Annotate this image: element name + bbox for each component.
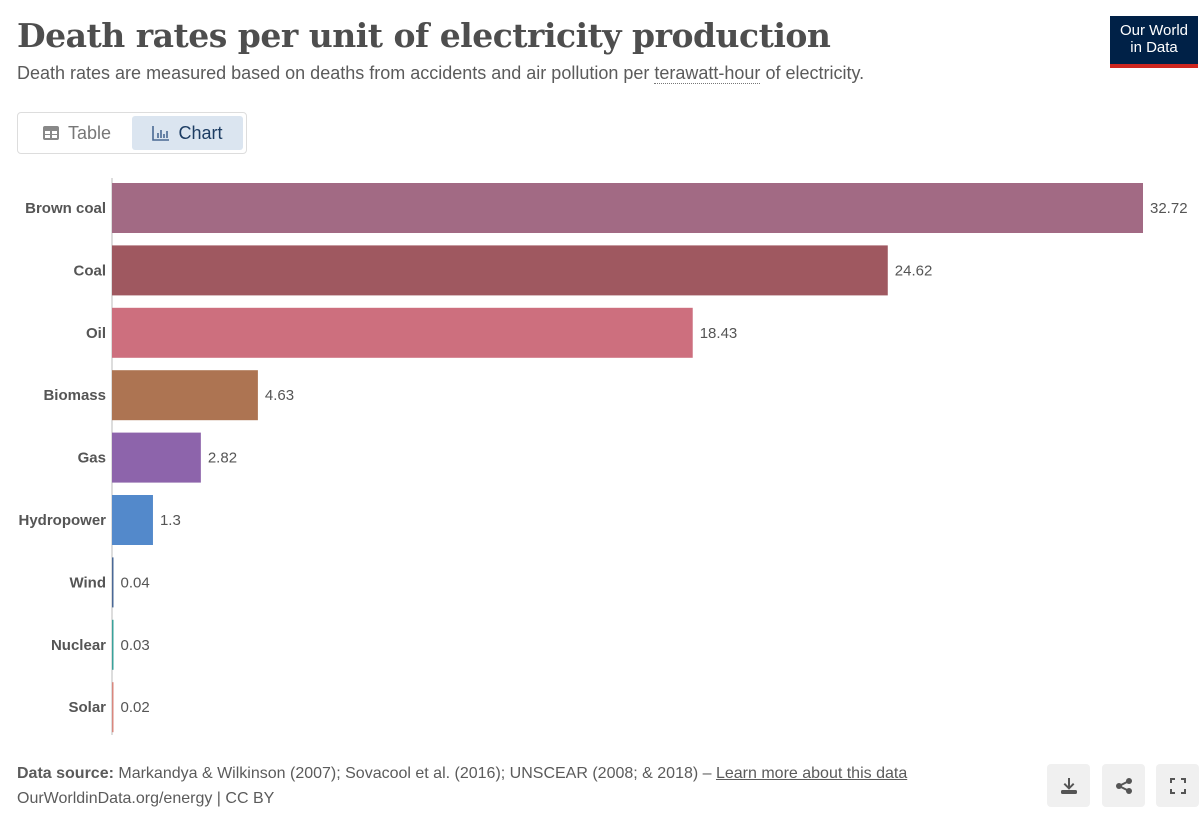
owid-logo[interactable]: Our World in Data [1110,16,1198,68]
value-label: 32.72 [1150,200,1188,217]
bar-wind [112,557,114,608]
fullscreen-button[interactable] [1156,764,1199,807]
value-label: 18.43 [700,325,738,342]
category-label: Brown coal [25,200,106,217]
bar-biomass [112,370,258,421]
bar-nuclear [112,619,114,670]
download-icon [1060,777,1077,794]
category-label: Biomass [43,387,106,404]
value-label: 24.62 [895,262,933,279]
category-label: Gas [78,450,106,467]
bar-chart: Brown coal 32.72 Coal 24.62 Oil 18.43 Biomass 4… [18,178,1188,735]
value-label: 1.3 [160,512,181,529]
tab-table[interactable]: Table [21,116,132,150]
bar-brown-coal [112,183,1143,233]
bar-gas [112,432,201,483]
chart-icon [152,126,170,141]
credit-link[interactable]: OurWorldinData.org/energy | CC BY [17,790,275,807]
source-label: Data source: [17,765,114,782]
chart-subtitle: Death rates are measured based on deaths… [17,63,864,84]
terawatt-hour-link[interactable]: terawatt-hour [654,63,761,84]
share-icon [1115,777,1132,794]
category-label: Nuclear [51,637,106,654]
category-label: Hydropower [18,512,106,529]
value-label: 2.82 [208,450,237,467]
tab-chart-label: Chart [178,122,223,143]
footer: Data source: Markandya & Wilkinson (2007… [17,761,907,811]
tab-table-label: Table [67,122,112,143]
bar-hydropower [112,495,153,545]
value-label: 0.04 [121,574,150,591]
value-label: 0.03 [121,637,150,654]
category-label: Oil [86,325,106,342]
bar-solar [112,682,114,733]
fullscreen-icon [1169,777,1186,794]
chart-title: Death rates per unit of electricity prod… [17,16,831,55]
view-tabs: Table Chart [17,112,247,154]
learn-more-link[interactable]: Learn more about this data [715,765,908,782]
tab-chart[interactable]: Chart [132,116,243,150]
subtitle-text: Death rates are measured based on deaths… [17,63,655,83]
value-label: 0.02 [121,699,150,716]
category-label: Coal [73,262,106,279]
bar-oil [112,307,693,358]
bar-coal [112,245,888,296]
share-button[interactable] [1102,764,1145,807]
source-text: Markandya & Wilkinson (2007); Sovacool e… [113,765,716,782]
value-label: 4.63 [265,387,294,404]
table-icon [42,126,59,140]
download-button[interactable] [1047,764,1090,807]
subtitle-text-end: of electricity. [760,63,865,83]
category-label: Solar [68,699,106,716]
category-label: Wind [69,574,106,591]
